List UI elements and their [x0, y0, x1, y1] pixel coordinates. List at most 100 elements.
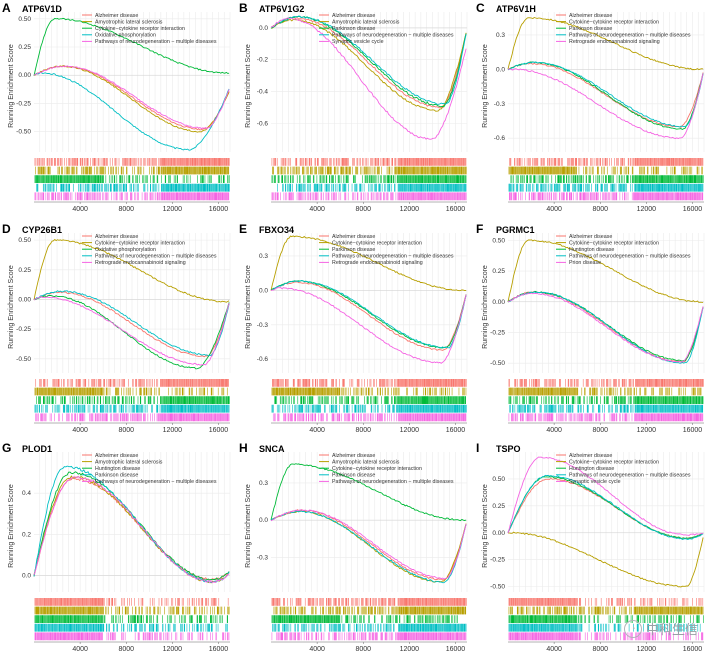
y-tick-label: 0.25 — [18, 267, 31, 274]
y-tick-label: 0.0 — [259, 287, 268, 294]
hit-track-4 — [508, 183, 704, 192]
x-tick-label: 12000 — [400, 206, 420, 213]
panel-letter: E — [239, 222, 247, 236]
y-tick-label: 0.00 — [18, 72, 31, 79]
y-axis-label: Running Enrichment Score — [8, 44, 15, 128]
y-tick-label: 0.00 — [18, 296, 31, 303]
y-tick-label: 0.25 — [18, 44, 31, 51]
legend-label: Retrograde endocannabinoid signaling — [569, 39, 660, 45]
hit-track-4 — [36, 183, 230, 192]
series-line-5 — [270, 17, 467, 140]
gene-title: FBXO34 — [259, 225, 294, 235]
legend-label: Parkinson disease — [332, 247, 375, 253]
hit-track-2 — [272, 166, 467, 175]
gene-title: ATP6V1G2 — [259, 4, 304, 14]
hit-track-1 — [34, 158, 230, 166]
y-axis-label: Running Enrichment Score — [245, 44, 252, 128]
legend-label: Cytokine−cytokine receptor interaction — [569, 19, 659, 25]
x-tick-label: 16000 — [209, 206, 229, 213]
series-line-5 — [33, 65, 230, 130]
panel-a: A ATP6V1D Running Enrichment Score 0.50 0.25… — [2, 1, 231, 213]
y-tick-label: 0.50 — [18, 16, 31, 23]
legend-label: Amyotrophic lateral sclerosis — [95, 19, 163, 25]
legend-label: Cytokine−cytokine receptor interaction — [95, 240, 185, 246]
series-line-1 — [270, 17, 467, 109]
x-tick-label: 8000 — [355, 206, 371, 213]
legend-label: Amyotrophic lateral sclerosis — [332, 19, 400, 25]
hit-track-4 — [34, 404, 230, 413]
series-line-2 — [33, 238, 230, 303]
legend-label: Parkinson disease — [332, 26, 375, 32]
series-line-1 — [33, 291, 230, 358]
x-tick-label: 12000 — [163, 427, 183, 434]
y-tick-label: 0.50 — [18, 237, 31, 244]
legend-label: Pathways of neurodegeneration − multiple… — [569, 33, 691, 39]
y-tick-label: -0.6 — [257, 356, 269, 363]
hit-track-1 — [35, 379, 229, 387]
hit-track-3 — [271, 175, 467, 183]
y-tick-label: -0.6 — [494, 135, 506, 142]
hit-track-3 — [274, 396, 466, 404]
x-tick-label: 4000 — [309, 206, 325, 213]
legend-label: Retrograde endocannabinoid signaling — [95, 260, 186, 266]
legend-label: Cytokine−cytokine receptor interaction — [95, 26, 185, 32]
legend-label: Alzheimer disease — [569, 13, 612, 19]
series-line-3 — [33, 17, 230, 76]
x-tick-label: 8000 — [118, 427, 134, 434]
series-line-4 — [270, 280, 467, 349]
y-tick-label: 0.0 — [496, 66, 505, 73]
x-tick-label: 12000 — [637, 206, 657, 213]
y-tick-label: 0.3 — [259, 253, 268, 260]
hit-track-2 — [35, 166, 230, 175]
legend-label: Cytokine−cytokine receptor interaction — [332, 240, 422, 246]
series-line-5 — [33, 296, 230, 366]
legend-label: Retrograde endocannabinoid signaling — [332, 260, 423, 266]
hit-track-5 — [34, 192, 230, 201]
hit-track-3 — [36, 396, 230, 404]
gene-title: CYP26B1 — [22, 225, 62, 235]
panel-letter: B — [239, 1, 248, 15]
legend-label: Synaptic vesicle cycle — [332, 39, 384, 45]
series-line-5 — [270, 287, 467, 364]
legend-label: Alzheimer disease — [95, 234, 138, 240]
hit-track-2 — [34, 387, 228, 396]
legend-label: Parkinson disease — [569, 26, 612, 32]
y-tick-label: -0.3 — [494, 101, 506, 108]
hit-track-5 — [271, 192, 467, 201]
y-axis-label: Running Enrichment Score — [482, 44, 489, 128]
hit-track-5 — [35, 413, 230, 422]
gene-title: ATP6V1H — [496, 4, 536, 14]
series-line-4 — [271, 15, 467, 105]
y-tick-label: -0.50 — [16, 356, 31, 363]
series-line-4 — [33, 71, 230, 151]
hit-track-5 — [509, 192, 704, 201]
series-line-4 — [507, 61, 704, 128]
series-line-1 — [270, 281, 467, 351]
hit-track-4 — [277, 183, 467, 192]
series-line-3 — [33, 294, 230, 370]
series-line-2 — [507, 16, 704, 71]
y-tick-label: -0.25 — [16, 326, 31, 333]
y-tick-label: -0.25 — [16, 100, 31, 107]
y-tick-label: -0.4 — [257, 89, 269, 96]
x-tick-label: 8000 — [118, 206, 134, 213]
y-tick-label: 0.0 — [259, 25, 268, 32]
y-axis-label: Running Enrichment Score — [8, 265, 15, 349]
legend-label: Oxidative phosphorylation — [95, 33, 156, 39]
y-axis-label: Running Enrichment Score — [245, 265, 252, 349]
hit-track-1 — [272, 379, 467, 387]
y-tick-label: -0.50 — [16, 129, 31, 136]
panel-d: D CYP26B1 Running Enrichment Score 0.50 0.25… — [2, 222, 231, 434]
series-line-1 — [507, 62, 704, 128]
x-tick-label: 8000 — [592, 206, 608, 213]
hit-track-1 — [271, 158, 467, 166]
x-tick-label: 16000 — [209, 427, 229, 434]
panel-e: E FBXO34 Running Enrichment Score 0.3 0.0 -0.… — [239, 222, 468, 434]
x-tick-label: 4000 — [546, 206, 562, 213]
gene-title: ATP6V1D — [22, 4, 62, 14]
legend-label: Pathways of neurodegeneration − multiple… — [95, 254, 217, 260]
hit-track-1 — [509, 158, 704, 166]
x-tick-label: 12000 — [163, 206, 183, 213]
panel-letter: D — [2, 222, 11, 236]
